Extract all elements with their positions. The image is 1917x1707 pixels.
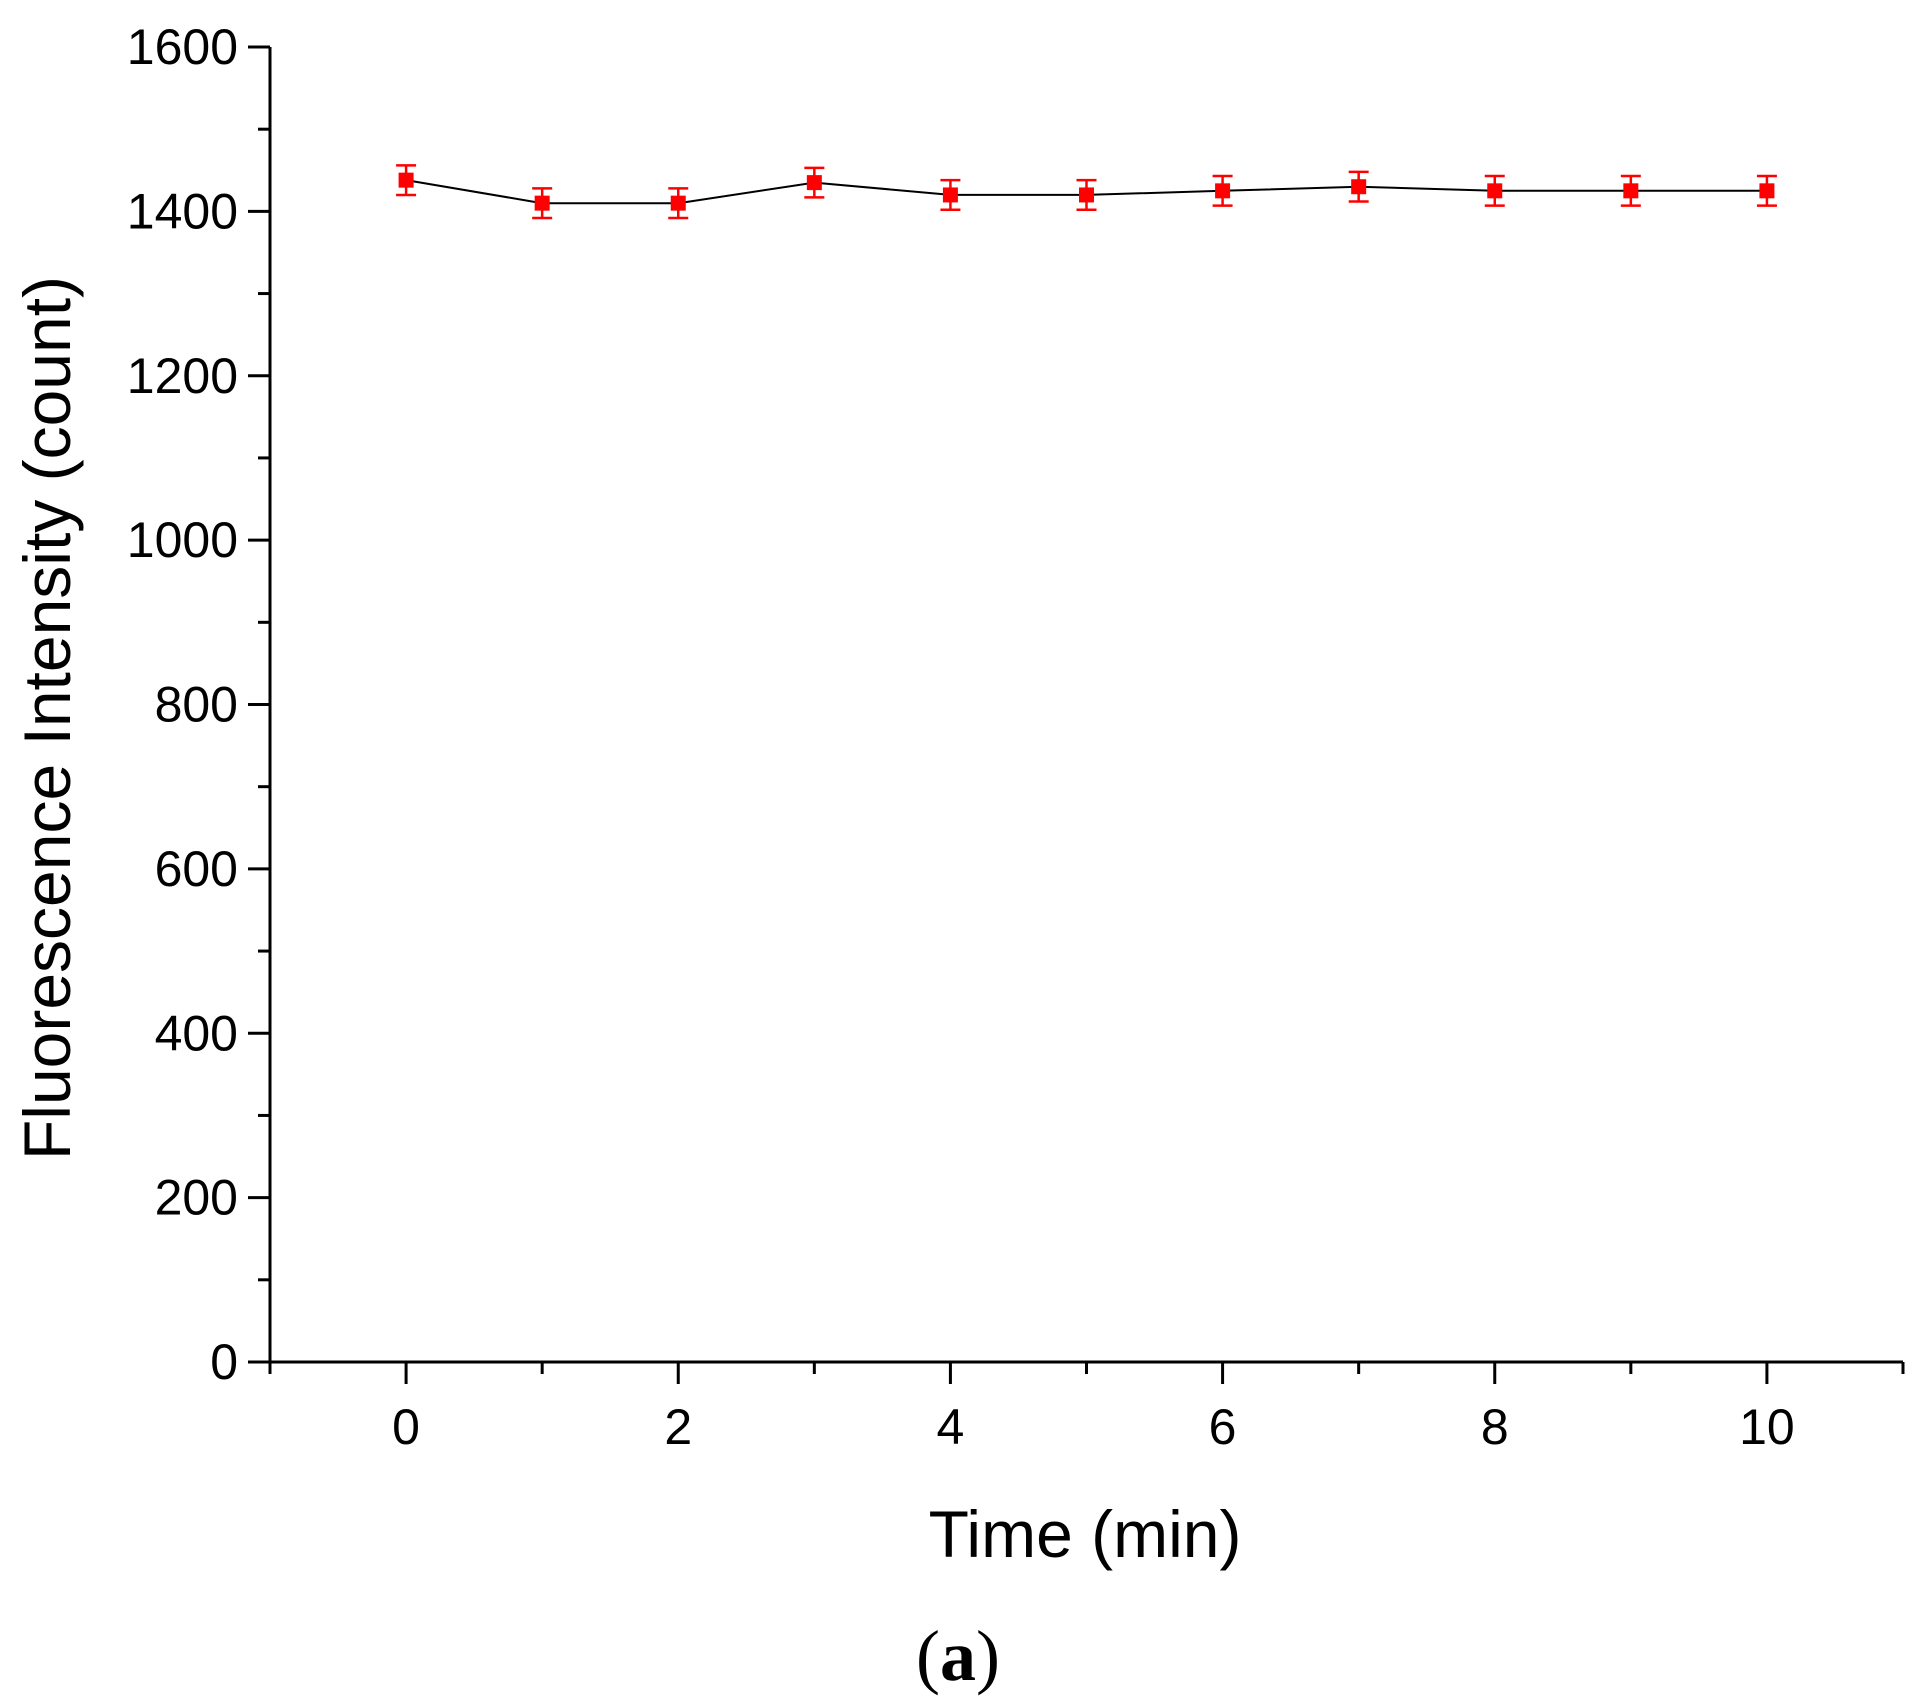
panel-label-open: ( (916, 1616, 940, 1696)
panel-label-close: ) (976, 1616, 1000, 1696)
data-point (1215, 183, 1231, 199)
y-tick-label: 200 (155, 1170, 238, 1226)
data-point (942, 187, 958, 203)
x-tick-label: 6 (1209, 1399, 1237, 1455)
data-point (1487, 183, 1503, 199)
x-tick-label: 0 (392, 1399, 420, 1455)
data-point (1079, 187, 1094, 203)
series-layer (396, 164, 1777, 220)
y-axis-title: Fluorescence Intensity (count) (10, 276, 84, 1160)
y-tick-label: 600 (155, 841, 238, 897)
x-tick-label: 4 (937, 1399, 965, 1455)
data-point (534, 195, 550, 211)
x-ticks: 0 2 4 6 8 10 (268, 1362, 1905, 1455)
y-tick-label: 1200 (127, 348, 238, 404)
data-point (398, 172, 414, 188)
y-tick-label: 400 (155, 1005, 238, 1061)
data-point (1351, 179, 1367, 195)
data-point (670, 195, 686, 211)
data-point (1759, 183, 1775, 199)
y-tick-label: 1600 (127, 19, 238, 75)
y-ticks: 0 200 400 600 800 1000 1200 1400 1600 (127, 19, 270, 1390)
x-tick-label: 2 (664, 1399, 692, 1455)
x-tick-label: 8 (1481, 1399, 1509, 1455)
panel-label: (a) (916, 1616, 1000, 1696)
x-tick-label: 10 (1739, 1399, 1795, 1455)
axes (268, 47, 1903, 1364)
y-tick-label: 800 (155, 677, 238, 733)
data-point (806, 175, 822, 191)
data-point (1623, 183, 1639, 199)
y-tick-label: 1400 (127, 183, 238, 239)
y-tick-label: 0 (210, 1334, 238, 1390)
panel-label-letter: a (940, 1616, 976, 1696)
y-tick-label: 1000 (127, 512, 238, 568)
x-axis-title: Time (min) (929, 1497, 1242, 1571)
